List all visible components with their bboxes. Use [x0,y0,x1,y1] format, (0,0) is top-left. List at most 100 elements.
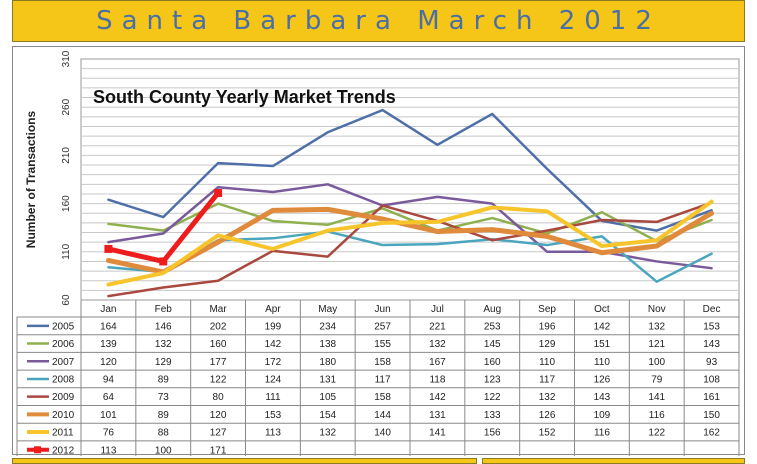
data-label: 122 [484,392,501,403]
data-label: 139 [100,339,117,350]
x-tick-label: Nov [648,304,666,315]
market-trends-chart: 60 110 160 210 260 310 Number of Transactions S… [16,50,740,456]
data-label: 73 [158,392,170,403]
data-label: 108 [703,374,720,385]
x-tick-label: Jan [100,304,116,315]
data-label: 121 [648,339,665,350]
x-tick-label: Aug [483,304,501,315]
data-label: 154 [319,410,336,421]
bottom-panel-left [12,458,477,464]
legend-label: 2005 [52,321,75,332]
data-label: 172 [265,357,282,368]
data-label: 127 [210,428,227,439]
data-label: 124 [265,374,282,385]
data-label: 257 [374,321,391,332]
data-label: 100 [155,445,172,456]
data-label: 123 [484,374,501,385]
data-label: 116 [649,410,665,421]
data-label: 234 [319,321,336,332]
data-label: 129 [155,357,172,368]
x-tick-label: Jul [431,304,444,315]
data-label: 120 [210,410,227,421]
data-label: 76 [103,428,115,439]
data-label: 94 [103,374,115,385]
data-label: 143 [703,339,720,350]
data-label: 153 [703,321,720,332]
data-label: 161 [703,392,720,403]
data-label: 171 [210,445,227,456]
data-label: 126 [594,374,611,385]
data-label: 141 [648,392,665,403]
data-label: 110 [539,357,555,368]
x-tick-label: Jun [375,304,391,315]
legend-label: 2010 [52,410,75,421]
data-label: 116 [594,428,610,439]
data-label: 132 [648,321,665,332]
data-label: 142 [265,339,282,350]
data-label: 155 [374,339,391,350]
series-line-2005 [107,108,713,232]
data-label: 156 [484,428,501,439]
data-label: 158 [374,357,391,368]
data-label: 111 [265,392,281,403]
y-tick-label: 160 [61,195,72,212]
data-label: 126 [539,410,556,421]
data-label: 177 [210,357,227,368]
series-point-2012 [159,257,168,266]
data-label: 117 [375,374,391,385]
data-label: 132 [429,339,446,350]
legend-label: 2012 [52,445,75,456]
data-label: 89 [158,374,170,385]
data-label: 64 [103,392,115,403]
legend-marker-2012 [34,446,41,454]
data-label: 140 [374,428,391,439]
data-label: 164 [100,321,117,332]
data-label: 101 [100,410,117,421]
data-label: 109 [594,410,611,421]
data-label: 167 [429,357,446,368]
data-label: 142 [594,321,611,332]
y-tick-label: 260 [61,98,72,115]
data-label: 93 [706,357,718,368]
data-label: 89 [158,410,170,421]
series-line-2010 [105,206,715,275]
x-tick-label: Feb [155,304,173,315]
data-label: 117 [539,374,555,385]
data-label: 199 [265,321,282,332]
data-label: 105 [319,392,336,403]
data-label: 160 [484,357,501,368]
data-label: 79 [651,374,663,385]
data-label: 143 [594,392,611,403]
data-label: 158 [374,392,391,403]
header-banner: Santa Barbara March 2012 [12,0,745,42]
data-label: 144 [374,410,391,421]
data-label: 196 [539,321,556,332]
bottom-panel-right [482,458,745,464]
y-tick-label: 110 [61,243,72,259]
data-label: 146 [155,321,172,332]
series-point-2012 [104,244,113,253]
data-label: 80 [213,392,225,403]
data-label: 145 [484,339,501,350]
data-label: 151 [594,339,611,350]
data-label: 152 [539,428,556,439]
data-label: 160 [210,339,227,350]
legend-label: 2008 [52,374,75,385]
data-label: 120 [100,357,117,368]
data-label: 113 [265,428,281,439]
x-tick-label: Apr [265,304,281,315]
x-tick-label: Sep [538,304,556,315]
series-line-2011 [106,199,714,287]
data-label: 100 [648,357,665,368]
data-label: 118 [429,374,445,385]
x-tick-label: Dec [703,304,721,315]
data-label: 113 [100,445,116,456]
legend-label: 2007 [52,357,75,368]
data-label: 133 [484,410,501,421]
data-label: 132 [319,428,336,439]
data-label: 180 [319,357,336,368]
data-label: 132 [155,339,172,350]
legend-label: 2009 [52,392,75,403]
series-line-2009 [107,201,713,298]
y-tick-label: 210 [61,147,72,164]
